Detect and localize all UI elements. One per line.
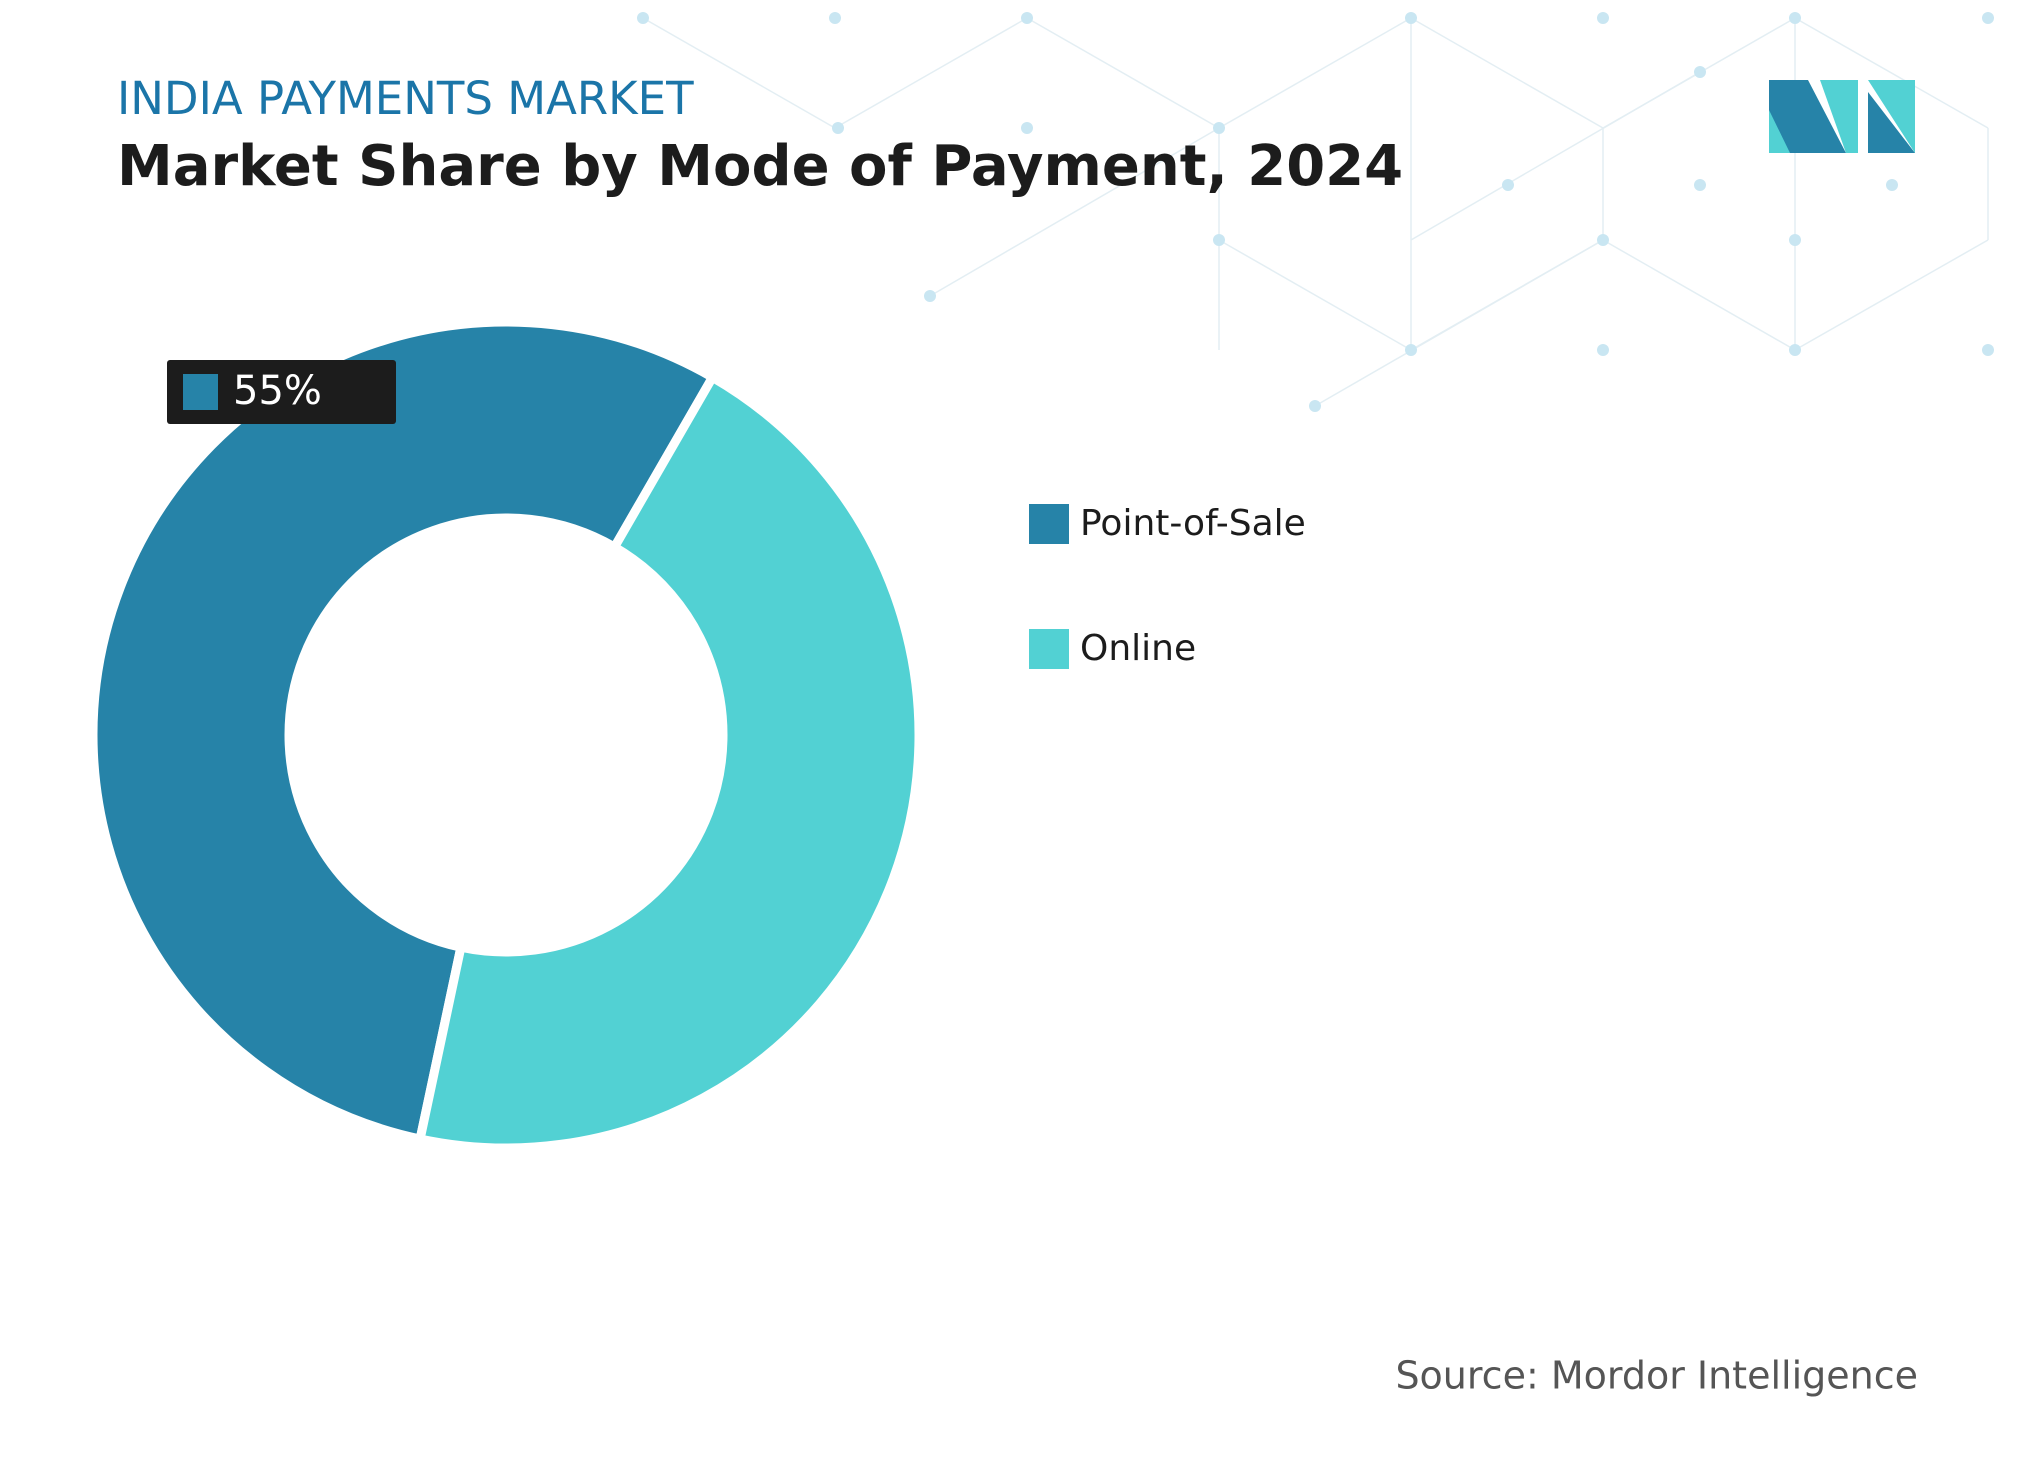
donut-slice (88, 317, 719, 1145)
legend-swatch (1029, 629, 1069, 669)
legend-swatch (1029, 504, 1069, 544)
logo (1769, 80, 1915, 153)
value-label-swatch (183, 374, 218, 410)
background-pattern (637, 12, 1994, 412)
chart-title: INDIA PAYMENTS MARKET (117, 72, 694, 125)
donut-slice (414, 371, 924, 1153)
source: Source: Mordor Intelligence (1395, 1354, 1918, 1398)
value-label: 55% (233, 368, 322, 414)
value-label-box (167, 360, 396, 424)
legend-label: Point-of-Sale (1080, 503, 1306, 544)
chart-subtitle: Market Share by Mode of Payment, 2024 (117, 134, 1403, 199)
legend-label: Online (1080, 628, 1196, 669)
